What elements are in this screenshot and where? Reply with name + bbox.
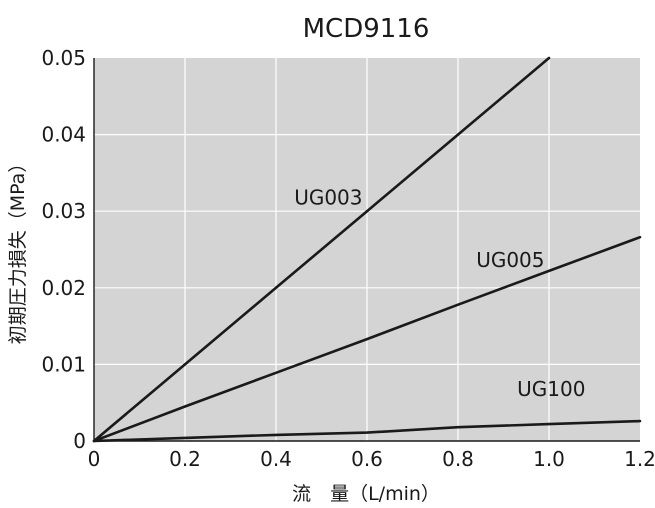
y-tick-label: 0.05 — [41, 46, 86, 70]
x-tick-label: 0.8 — [442, 447, 474, 471]
axes — [93, 58, 640, 442]
x-axis-label: 流 量（L/min） — [292, 483, 440, 505]
series-line-ug100 — [92, 419, 642, 443]
series-line-ug005 — [92, 235, 642, 443]
y-tick-label: 0.04 — [41, 123, 86, 147]
series-label-ug003: UG003 — [294, 185, 362, 209]
x-tick-label: 1.2 — [624, 447, 655, 471]
y-tick-label: 0.03 — [41, 199, 86, 223]
series-labels: UG003 UG005 UG100 — [294, 185, 585, 400]
series-line-ug003 — [92, 56, 551, 443]
x-tick-label: 0 — [88, 447, 101, 471]
gridlines — [94, 58, 640, 441]
x-tick-label: 1.0 — [533, 447, 565, 471]
x-tick-label: 0.6 — [351, 447, 383, 471]
x-tick-label: 0.4 — [260, 447, 292, 471]
y-tick-labels: 0 0.01 0.02 0.03 0.04 0.05 — [41, 46, 86, 453]
x-tick-label: 0.2 — [169, 447, 201, 471]
x-tick-labels: 0 0.2 0.4 0.6 0.8 1.0 1.2 — [88, 447, 655, 471]
series-label-ug005: UG005 — [476, 248, 544, 272]
series-label-ug100: UG100 — [517, 377, 585, 401]
chart-title: MCD9116 — [303, 14, 430, 44]
y-tick-label: 0.02 — [41, 276, 86, 300]
y-axis-label: 初期圧力損失（MPa） — [7, 154, 29, 345]
series-lines — [92, 56, 642, 443]
y-tick-label: 0.01 — [41, 352, 86, 376]
y-tick-label: 0 — [73, 429, 86, 453]
